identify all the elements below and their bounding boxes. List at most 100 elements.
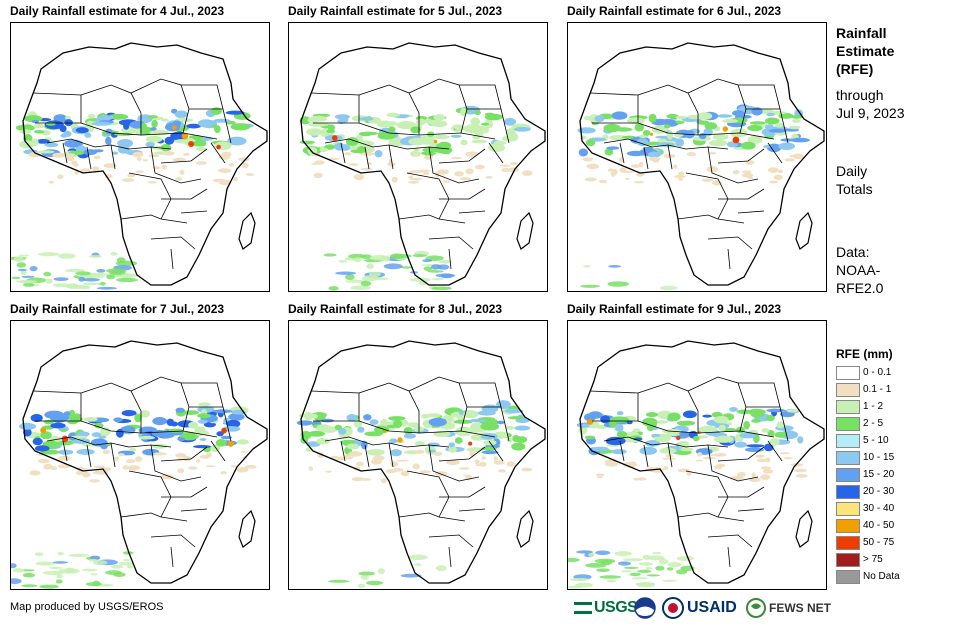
rain-patch [741,115,752,119]
ocean-rain-patch [623,566,639,569]
heavy-cell [676,435,681,441]
rain-patch [716,114,733,118]
rain-patch [615,423,624,432]
ocean-rain-patch [652,551,661,555]
country-border [364,444,370,468]
product-title-line: (RFE) [836,61,874,77]
drizzle-patch [493,456,498,462]
ocean-rain-patch [621,570,633,573]
drizzle-patch [633,477,639,481]
ocean-rain-patch [431,286,452,291]
rain-patch [188,421,199,429]
rain-patch [346,443,360,450]
rain-patch [353,420,362,428]
ocean-rain-patch [661,579,678,582]
drizzle-patch [212,178,226,183]
ocean-rain-patch [358,571,376,576]
rain-patch [65,115,71,120]
drizzle-patch [697,452,703,457]
ocean-rain-patch [11,563,17,569]
rain-patch [307,117,319,123]
drizzle-patch [102,449,111,455]
rain-patch [790,137,810,143]
ocean-rain-patch [90,573,98,576]
rain-patch [766,408,786,413]
rain-patch [398,121,411,126]
country-border [448,248,452,270]
country-border [388,144,394,170]
ocean-rain-patch [438,259,452,264]
globe-icon [746,598,766,618]
ocean-rain-patch [105,570,122,575]
country-border [592,420,775,438]
ocean-rain-patch [608,265,621,268]
rain-patch [639,446,658,455]
rain-patch [767,430,775,437]
rain-patch [386,112,400,118]
drizzle-patch [391,468,404,472]
ocean-rain-patch [366,263,374,270]
ocean-rain-patch [646,574,660,577]
rain-patch [777,424,785,429]
ocean-rain-patch [631,577,648,580]
rain-patch [49,413,70,423]
rain-patch [477,410,496,416]
rain-patch [83,149,98,156]
drizzle-patch [419,470,431,474]
legend-swatch [836,434,860,448]
rain-patch [606,146,620,150]
rain-patch [151,119,158,128]
rain-patch [413,148,420,152]
drizzle-patch [246,173,255,176]
legend-label: 50 - 75 [863,537,895,548]
rain-patch [471,139,487,144]
drizzle-patch [422,171,430,175]
rain-patch [768,128,787,133]
africa-coastline [579,42,825,286]
country-border [189,108,232,144]
ocean-rain-patch [34,552,44,556]
heavy-cell [40,427,47,434]
drizzle-patch [599,179,607,184]
ocean-rain-patch [38,252,60,257]
country-border [448,546,452,568]
rain-patch [675,115,688,120]
ocean-rain-patch [82,278,100,282]
drizzle-patch [459,467,470,470]
drizzle-patch [94,465,105,469]
legend-label: 1 - 2 [863,401,884,412]
rain-patch [60,133,68,138]
rain-patch [747,124,763,132]
legend-label: No Data [863,571,900,582]
legend-item: 1 - 2 [836,400,956,415]
rain-patch [642,130,651,136]
heavy-cell [61,435,69,443]
ocean-rain-patch [419,279,428,286]
map-panel: Daily Rainfall estimate for 6 Jul., 2023 [567,4,829,292]
ocean-rain-patch [65,283,79,289]
drizzle-patch [678,177,683,181]
country-border [458,210,486,214]
drizzle-patch [344,454,354,460]
drizzle-patch [764,457,771,463]
rain-patch [160,144,172,152]
drizzle-patch [58,455,71,461]
through-date: through Jul 9, 2023 [836,86,905,122]
rain-patch [225,110,245,115]
ocean-rain-patch [11,276,21,280]
logo-strip: USGS USAID FEWS NET [574,596,834,620]
drizzle-patch [756,458,767,463]
drizzle-patch [459,177,471,181]
rain-patch [197,419,208,424]
legend-item: 0.1 - 1 [836,383,956,398]
rain-patch [791,115,803,119]
drizzle-patch [793,468,807,473]
rain-patch [422,147,442,153]
rain-patch [746,444,765,448]
drizzle-patch [63,153,76,156]
country-border [717,148,765,164]
ocean-rain-patch [21,584,38,588]
ocean-rain-patch [56,574,63,579]
rain-patch [98,435,107,439]
rain-patch [174,139,190,144]
